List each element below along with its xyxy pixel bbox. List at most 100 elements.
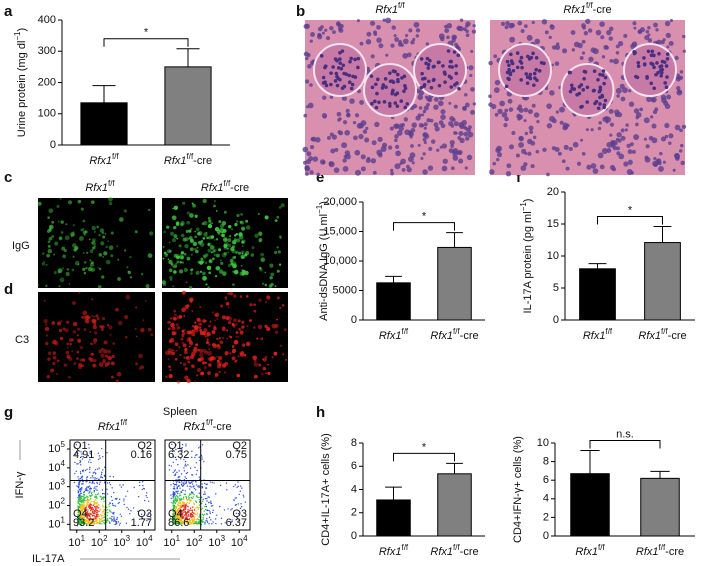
fluorescence-image [162, 291, 288, 384]
signal [203, 255, 206, 258]
nucleus [577, 43, 582, 48]
nucleus [623, 34, 627, 38]
signal [186, 356, 191, 361]
nucleus [598, 153, 604, 159]
signal [230, 247, 234, 251]
signal [232, 356, 236, 360]
nucleus [377, 101, 381, 105]
signal [277, 270, 280, 273]
event-dot [101, 448, 102, 449]
event-dot [93, 512, 94, 513]
signal [198, 326, 201, 329]
y-tick-label: 4 [351, 483, 357, 495]
signal [73, 322, 78, 327]
superscript: 4 [61, 458, 66, 467]
signal [189, 342, 193, 346]
event-dot [94, 486, 95, 487]
event-dot [177, 496, 178, 497]
signal [189, 346, 191, 348]
signal [235, 360, 237, 362]
nucleus [346, 113, 350, 117]
nucleus [320, 159, 325, 164]
nucleus [430, 119, 434, 123]
signal [104, 340, 108, 344]
nucleus [309, 83, 313, 87]
nucleus [329, 71, 333, 75]
event-dot [241, 487, 242, 488]
nucleus [572, 48, 575, 51]
label-part: CD4+IFN-γ+ cells (%) [512, 436, 524, 543]
event-dot [89, 472, 90, 473]
nucleus [670, 19, 673, 22]
event-dot [204, 493, 205, 494]
nucleus [373, 100, 377, 104]
event-dot [197, 519, 198, 520]
nucleus [504, 109, 508, 113]
event-dot [193, 523, 194, 524]
nucleus [436, 149, 439, 152]
signal [169, 276, 172, 279]
signal [253, 303, 256, 306]
signal [183, 329, 186, 332]
event-dot [95, 499, 96, 500]
label: 104 [136, 534, 153, 549]
event-dot [203, 515, 204, 516]
event-dot [175, 496, 176, 497]
signal [260, 253, 264, 257]
event-dot [94, 478, 95, 479]
nucleus [334, 79, 338, 83]
event-dot [102, 489, 103, 490]
signal [236, 331, 239, 334]
event-dot [88, 461, 89, 462]
event-dot [205, 520, 206, 521]
nucleus [647, 26, 650, 29]
event-dot [173, 491, 174, 492]
nucleus [652, 87, 656, 91]
event-dot [80, 473, 81, 474]
nucleus [523, 162, 527, 166]
event-dot [176, 499, 177, 500]
signal [82, 268, 85, 271]
event-dot [148, 501, 149, 502]
nucleus [402, 168, 406, 172]
nucleus [394, 37, 399, 42]
event-dot [201, 458, 202, 459]
event-dot [186, 465, 187, 466]
event-dot [90, 487, 91, 488]
signal [202, 272, 206, 276]
event-dot [226, 482, 227, 483]
signal [42, 262, 45, 265]
signal [53, 356, 57, 360]
event-dot [174, 484, 175, 485]
signal [212, 258, 215, 261]
nucleus [465, 136, 469, 140]
signal [258, 239, 261, 242]
signal [208, 217, 211, 220]
signal [229, 235, 231, 237]
image-bg [38, 292, 155, 382]
event-dot [79, 499, 80, 500]
signal [57, 321, 61, 325]
event-dot [98, 492, 99, 493]
signal [60, 198, 62, 200]
bar [377, 500, 411, 536]
nucleus [584, 70, 588, 74]
event-dot [83, 495, 84, 496]
nucleus [452, 118, 456, 122]
event-dot [80, 491, 81, 492]
signal [207, 351, 212, 356]
signal [194, 321, 196, 323]
event-dot [191, 522, 192, 523]
signal [68, 200, 72, 204]
nucleus [322, 113, 327, 118]
superscript: f/f [401, 543, 408, 552]
nucleus [559, 107, 565, 113]
signal [238, 319, 241, 322]
nucleus [371, 54, 375, 58]
event-dot [177, 464, 178, 465]
significance-bracket [590, 440, 660, 448]
nucleus [309, 170, 313, 174]
label: CD4+IL-17A+ cells (%) [320, 433, 332, 546]
signal [199, 329, 202, 332]
event-dot [78, 485, 79, 486]
